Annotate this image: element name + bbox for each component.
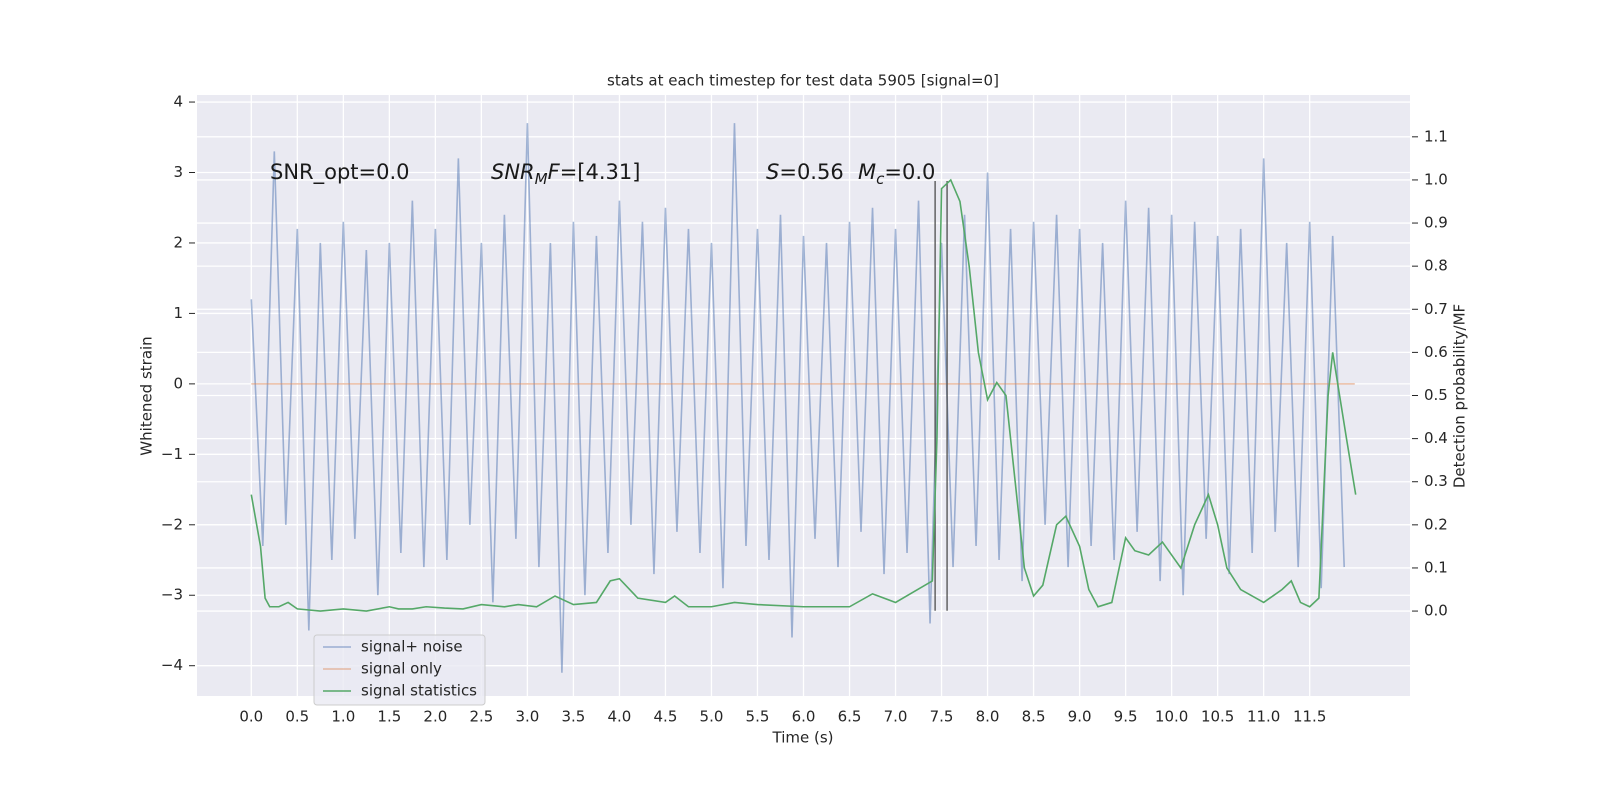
y-tick-label: 4 [173, 93, 183, 111]
x-tick-label: 0.5 [285, 708, 309, 726]
annotation-part: =0.0 [884, 160, 935, 184]
annotation-part: S [766, 160, 779, 184]
annotation: SNRMF=[4.31] [491, 160, 640, 188]
x-tick-label: 4.5 [654, 708, 678, 726]
y2-tick-label: 0.5 [1424, 386, 1448, 404]
legend-box [313, 634, 486, 706]
x-tick-label: 11.0 [1247, 708, 1280, 726]
x-tick-label: 5.0 [700, 708, 724, 726]
annotation-part: SNR [491, 160, 535, 184]
x-tick-label: 1.5 [377, 708, 401, 726]
y2-tick-label: 0.0 [1424, 602, 1448, 620]
y2-tick-label: 0.3 [1424, 472, 1448, 490]
x-tick-label: 5.5 [746, 708, 770, 726]
x-tick-label: 7.0 [884, 708, 908, 726]
x-tick-label: 3.0 [515, 708, 539, 726]
y2-tick-label: 0.9 [1424, 214, 1448, 232]
x-tick-label: 9.5 [1114, 708, 1138, 726]
y2-tick-label: 1.0 [1424, 170, 1448, 188]
y2-axis-label: Detection probability/MF [1451, 304, 1469, 488]
x-tick-label: 8.5 [1022, 708, 1046, 726]
legend-label: signal only [361, 660, 442, 678]
x-tick-label: 11.5 [1293, 708, 1326, 726]
x-tick-label: 4.0 [608, 708, 632, 726]
y2-tick-label: 0.4 [1424, 429, 1448, 447]
annotation-part: =[4.31] [560, 160, 641, 184]
x-tick-label: 1.0 [331, 708, 355, 726]
x-tick-label: 10.0 [1155, 708, 1188, 726]
y-tick-label: 1 [173, 304, 183, 322]
y2-tick-label: 0.1 [1424, 558, 1448, 576]
annotation: S=0.56 [766, 160, 844, 184]
y2-tick-label: 1.1 [1424, 127, 1448, 145]
y2-tick-label: 0.8 [1424, 257, 1448, 275]
annotation-part: =0.56 [779, 160, 843, 184]
annotation-part: SNR_opt=0.0 [270, 160, 410, 185]
y2-tick-label: 0.2 [1424, 515, 1448, 533]
annotation-part: F [548, 160, 561, 184]
annotation-part: M [858, 160, 876, 184]
y-tick-label: −4 [161, 656, 183, 674]
x-tick-label: 9.0 [1068, 708, 1092, 726]
legend-label: signal statistics [361, 682, 477, 700]
series-line [250, 123, 1345, 673]
chart-title: stats at each timestep for test data 590… [607, 72, 999, 90]
y-tick-label: −1 [161, 445, 183, 463]
y2-tick-label: 0.6 [1424, 343, 1448, 361]
x-tick-label: 2.0 [423, 708, 447, 726]
x-axis-label: Time (s) [772, 729, 834, 747]
annotation: SNR_opt=0.0 [270, 160, 410, 185]
annotation-part: c [876, 170, 885, 188]
x-tick-label: 2.5 [469, 708, 493, 726]
y-tick-label: 3 [173, 163, 183, 181]
y-tick-label: −2 [161, 515, 183, 533]
x-tick-label: 7.5 [930, 708, 954, 726]
x-tick-label: 8.0 [976, 708, 1000, 726]
y-tick-label: 0 [173, 374, 183, 392]
annotation-part: M [535, 170, 548, 188]
annotation: Mc=0.0 [858, 160, 935, 188]
x-tick-label: 6.0 [792, 708, 816, 726]
x-tick-label: 10.5 [1201, 708, 1234, 726]
y-tick-label: −3 [161, 586, 183, 604]
x-tick-label: 6.5 [838, 708, 862, 726]
y-tick-label: 2 [173, 233, 183, 251]
y-axis-label: Whitened strain [138, 336, 156, 455]
series-line [250, 178, 1357, 612]
y2-tick-label: 0.7 [1424, 300, 1448, 318]
x-tick-label: 0.0 [239, 708, 263, 726]
legend-label: signal+ noise [361, 638, 463, 656]
x-tick-label: 3.5 [561, 708, 585, 726]
